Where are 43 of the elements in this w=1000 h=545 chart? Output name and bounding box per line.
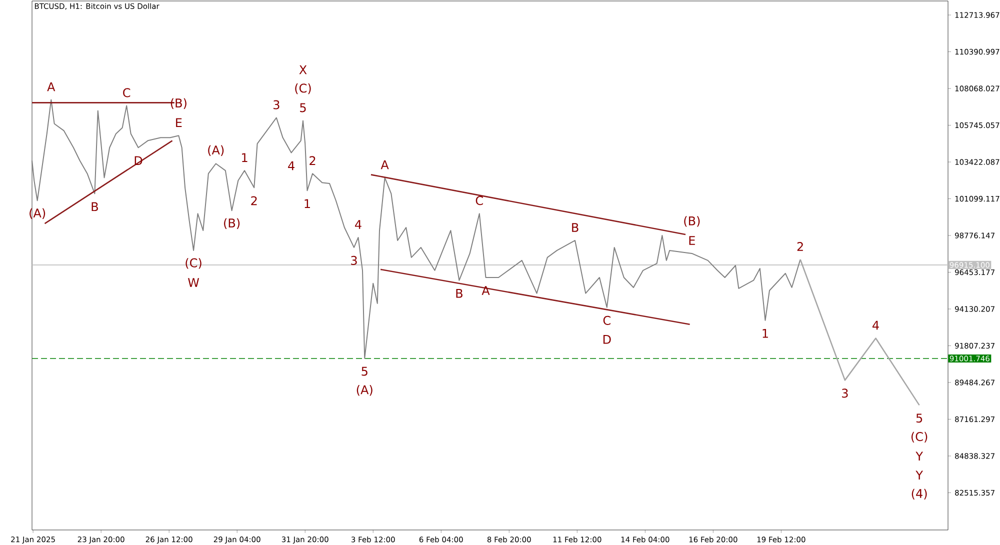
annotation: C (123, 88, 130, 98)
annotation: 2 (251, 196, 257, 206)
annotation: Y (916, 470, 924, 480)
annotation: A (47, 82, 56, 92)
annotation: B (92, 202, 98, 212)
annotation: 5 (362, 366, 368, 376)
annotation: (A) (356, 385, 372, 396)
annotation: A (380, 160, 389, 170)
annotation: C (603, 316, 610, 325)
annotation: E (689, 236, 695, 245)
annotation: B (572, 223, 578, 232)
annotation: 2 (310, 156, 316, 166)
annotation: 4 (872, 320, 879, 330)
annotation: (C) (295, 83, 311, 94)
annotation: 2 (797, 242, 803, 251)
annotation: 3 (274, 100, 280, 110)
annotation: D (603, 335, 611, 344)
annotation: (C) (911, 432, 928, 443)
annotation: X (299, 65, 307, 74)
line-series (32, 99, 801, 359)
annotation: 4 (355, 220, 362, 229)
annotation: A (482, 286, 490, 295)
annotation: 1 (304, 199, 310, 208)
annotation: (A) (208, 145, 224, 156)
annotation: 1 (762, 329, 768, 338)
annotation: 5 (300, 103, 306, 112)
annotation: (B) (224, 218, 240, 229)
annotation: 3 (842, 388, 848, 398)
annotation: W (188, 278, 200, 287)
annotation: (C) (186, 258, 202, 269)
annotation: 1 (242, 153, 248, 162)
annotation: E (176, 118, 182, 127)
annotation: B (456, 288, 462, 298)
annotation: (4) (912, 488, 927, 500)
annotation: (B) (170, 98, 186, 109)
annotation: 4 (288, 161, 294, 170)
annotation: C (476, 196, 483, 206)
annotation: 3 (351, 256, 357, 265)
annotation: (B) (684, 216, 700, 227)
annotation: 5 (916, 414, 922, 423)
annotation: (A) (30, 208, 46, 219)
annotation: Y (916, 452, 924, 461)
line-series (800, 258, 920, 406)
